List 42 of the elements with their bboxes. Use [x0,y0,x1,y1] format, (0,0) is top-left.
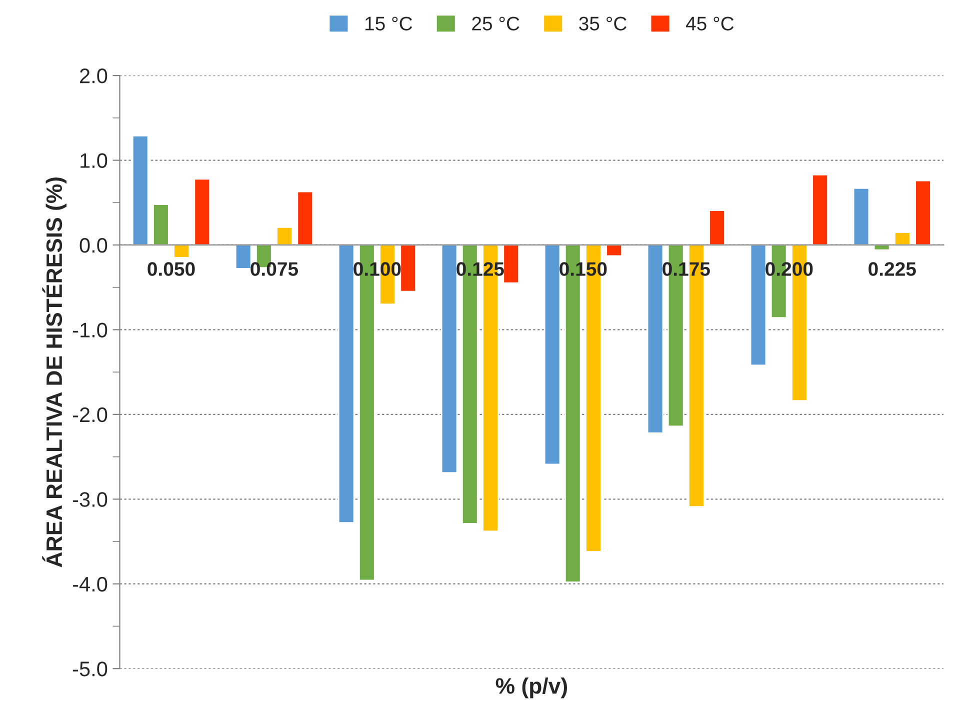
legend-label: 25 °C [472,16,520,30]
x-tick-label: 0.125 [456,262,504,276]
bar [708,210,726,246]
x-tick-label: 0.150 [560,262,607,276]
y-tick-label: 1.0 [80,153,108,168]
bar [276,226,293,246]
x-tick-label: 0.075 [250,262,298,276]
bar [152,204,170,246]
bar [173,244,190,258]
bar [852,188,870,246]
x-axis-title: % (p/v) [496,677,568,698]
y-axis-title: ÁREA REALTIVA DE HISTÉRESIS (%) [42,177,66,568]
bar [544,244,561,466]
bar [750,244,767,366]
legend-label: 45 °C [686,16,734,30]
x-tick-label: 0.225 [868,262,916,276]
x-tick-label: 0.200 [766,262,813,276]
bar [606,244,622,257]
bar [502,244,520,284]
y-tick-label: -2.0 [72,407,108,422]
x-tick-label: 0.175 [662,262,710,276]
bar [914,180,932,246]
x-tick-label: 0.050 [148,262,195,276]
y-tick-label: -1.0 [72,322,108,338]
x-tick-label: 0.100 [354,262,401,276]
bar [812,174,828,246]
y-tick-label: 2.0 [80,68,108,84]
y-tick-label: 0.0 [80,238,108,253]
bar [894,232,911,246]
y-tick-label: -3.0 [72,492,108,507]
bar [338,244,355,524]
bar [646,244,664,434]
y-tick-label: -4.0 [72,576,108,592]
bar [296,190,314,246]
bar [132,135,149,246]
legend-label: 15 °C [365,16,412,30]
y-tick-label: -5.0 [72,662,108,676]
bar [400,244,417,292]
bar [440,244,458,474]
bar [194,178,211,246]
legend-label: 35 °C [579,16,626,30]
bar [234,244,252,270]
